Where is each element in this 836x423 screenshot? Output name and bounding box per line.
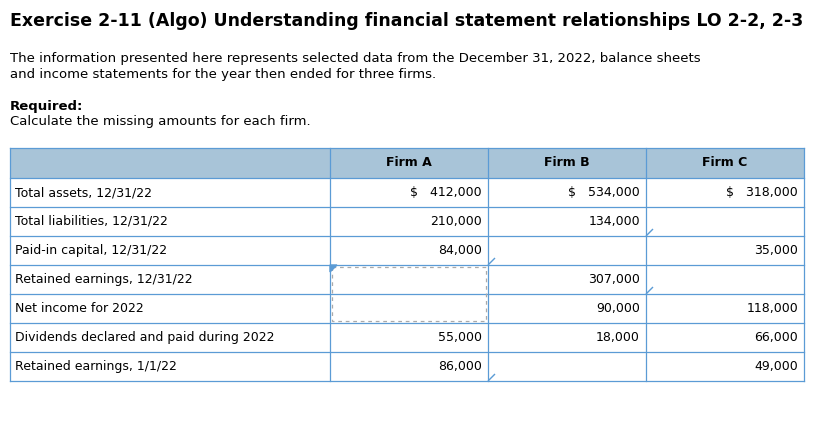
Polygon shape — [646, 229, 653, 236]
Text: Firm C: Firm C — [702, 157, 747, 170]
Text: 55,000: 55,000 — [438, 331, 482, 344]
Bar — [10, 148, 330, 178]
Text: Net income for 2022: Net income for 2022 — [15, 302, 144, 315]
Text: 307,000: 307,000 — [588, 273, 640, 286]
Text: Paid-in capital, 12/31/22: Paid-in capital, 12/31/22 — [15, 244, 167, 257]
Text: Dividends declared and paid during 2022: Dividends declared and paid during 2022 — [15, 331, 274, 344]
Text: $   534,000: $ 534,000 — [568, 186, 640, 199]
Bar — [332, 267, 486, 321]
Text: $   412,000: $ 412,000 — [410, 186, 482, 199]
Bar — [330, 148, 804, 178]
Text: 210,000: 210,000 — [431, 215, 482, 228]
Polygon shape — [330, 265, 337, 272]
Text: 134,000: 134,000 — [589, 215, 640, 228]
Text: Retained earnings, 12/31/22: Retained earnings, 12/31/22 — [15, 273, 192, 286]
Text: and income statements for the year then ended for three firms.: and income statements for the year then … — [10, 68, 436, 81]
Text: Exercise 2-11 (Algo) Understanding financial statement relationships LO 2-2, 2-3: Exercise 2-11 (Algo) Understanding finan… — [10, 12, 803, 30]
Text: Total liabilities, 12/31/22: Total liabilities, 12/31/22 — [15, 215, 168, 228]
Text: 90,000: 90,000 — [596, 302, 640, 315]
Polygon shape — [646, 287, 653, 294]
Text: Retained earnings, 1/1/22: Retained earnings, 1/1/22 — [15, 360, 177, 373]
Polygon shape — [488, 258, 495, 265]
Text: Firm A: Firm A — [386, 157, 432, 170]
Text: 118,000: 118,000 — [747, 302, 798, 315]
Text: Firm B: Firm B — [544, 157, 590, 170]
Text: Total assets, 12/31/22: Total assets, 12/31/22 — [15, 186, 152, 199]
Text: Calculate the missing amounts for each firm.: Calculate the missing amounts for each f… — [10, 115, 311, 128]
Text: 84,000: 84,000 — [438, 244, 482, 257]
Polygon shape — [488, 374, 495, 381]
Text: 35,000: 35,000 — [754, 244, 798, 257]
Text: The information presented here represents selected data from the December 31, 20: The information presented here represent… — [10, 52, 701, 65]
Text: $   318,000: $ 318,000 — [726, 186, 798, 199]
Text: 66,000: 66,000 — [754, 331, 798, 344]
Text: 86,000: 86,000 — [438, 360, 482, 373]
Text: 49,000: 49,000 — [754, 360, 798, 373]
Text: 18,000: 18,000 — [596, 331, 640, 344]
Text: Required:: Required: — [10, 100, 84, 113]
